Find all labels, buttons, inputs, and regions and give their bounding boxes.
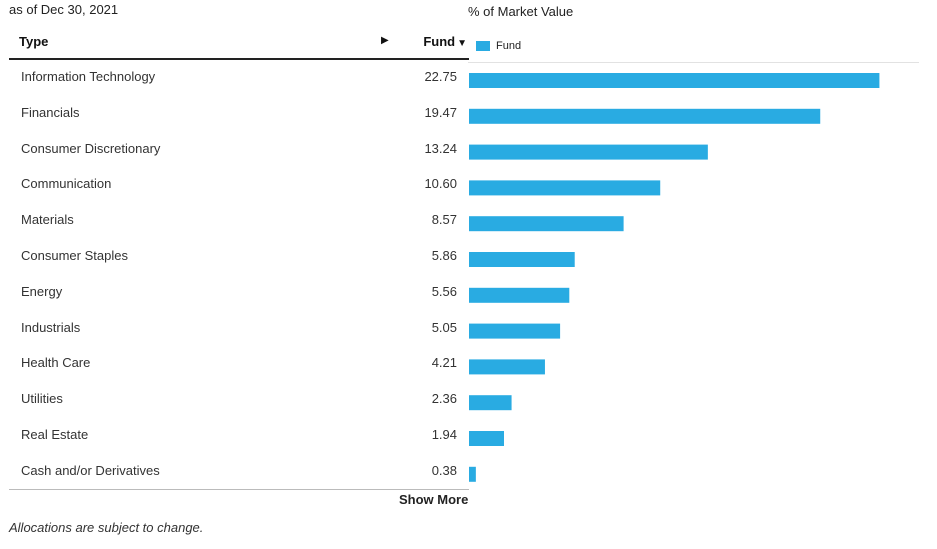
row-label: Energy xyxy=(21,283,63,299)
table-row: Information Technology 22.75 xyxy=(9,60,469,96)
table-row: Health Care 4.21 xyxy=(9,346,469,382)
table-row: Financials 19.47 xyxy=(9,96,469,132)
row-label: Financials xyxy=(21,104,80,120)
column-header-fund-label: Fund xyxy=(423,34,456,49)
footnote: Allocations are subject to change. xyxy=(9,520,204,535)
row-value: 10.60 xyxy=(424,176,457,192)
row-label: Consumer Staples xyxy=(21,247,128,263)
row-label: Consumer Discretionary xyxy=(21,140,161,156)
row-value: 1.94 xyxy=(431,426,457,442)
bar-consumer-discretionary[interactable] xyxy=(469,144,708,160)
table-row: Consumer Staples 5.86 xyxy=(9,239,469,275)
row-label: Information Technology xyxy=(21,69,156,84)
row-value: 19.47 xyxy=(424,104,457,120)
table-row: Communication 10.60 xyxy=(9,167,469,203)
row-label: Communication xyxy=(21,176,112,192)
row-label: Utilities xyxy=(21,391,63,407)
row-value: 13.24 xyxy=(424,140,457,156)
table-row: Industrials 5.05 xyxy=(9,311,469,347)
legend-label-fund: Fund xyxy=(496,40,522,52)
bar-information-technology[interactable] xyxy=(469,73,880,88)
bar-health-care[interactable] xyxy=(469,359,545,375)
table-header: Type ▶ Fund ▼ xyxy=(9,26,469,60)
legend-swatch xyxy=(476,41,490,51)
table-row: Real Estate 1.94 xyxy=(9,418,469,454)
row-value: 8.57 xyxy=(431,212,457,228)
table-row: Materials 8.57 xyxy=(9,203,469,239)
row-value: 5.56 xyxy=(431,283,457,299)
row-value: 22.75 xyxy=(424,69,457,84)
row-label: Cash and/or Derivatives xyxy=(21,462,160,478)
row-value: 5.86 xyxy=(431,247,457,263)
bar-industrials[interactable] xyxy=(469,323,561,339)
table-row: Cash and/or Derivatives 0.38 xyxy=(9,454,469,490)
chart-legend: Fund xyxy=(476,40,521,52)
bar-consumer-staples[interactable] xyxy=(469,252,575,267)
row-label: Real Estate xyxy=(21,426,89,442)
bar-real-estate[interactable] xyxy=(469,431,504,446)
bar-materials[interactable] xyxy=(469,216,624,232)
row-value: 5.05 xyxy=(431,319,457,335)
bar-communication[interactable] xyxy=(469,180,661,196)
table-row: Consumer Discretionary 13.24 xyxy=(9,132,469,168)
bar-chart xyxy=(469,73,880,482)
row-value: 2.36 xyxy=(431,391,457,407)
row-label: Industrials xyxy=(21,319,81,335)
row-value: 4.21 xyxy=(431,355,457,371)
triangle-right-icon[interactable]: ▶ xyxy=(381,35,389,46)
bar-cash-and-or-derivatives[interactable] xyxy=(469,466,476,482)
show-more-button[interactable]: Show More xyxy=(399,492,469,507)
bar-financials[interactable] xyxy=(469,108,821,124)
sort-down-icon[interactable]: ▼ xyxy=(457,38,467,49)
row-value: 0.38 xyxy=(431,462,457,478)
row-label: Health Care xyxy=(21,355,91,371)
chart-title: % of Market Value xyxy=(468,4,574,19)
row-label: Materials xyxy=(21,212,74,228)
chart-top-divider xyxy=(468,62,919,63)
bar-utilities[interactable] xyxy=(469,395,512,411)
table-bottom-divider xyxy=(9,489,469,490)
bar-energy[interactable] xyxy=(469,287,570,303)
column-header-fund[interactable]: Fund ▼ xyxy=(423,34,467,49)
as-of-date: as of Dec 30, 2021 xyxy=(9,2,119,17)
column-header-type[interactable]: Type xyxy=(19,34,49,49)
table-row: Utilities 2.36 xyxy=(9,382,469,418)
allocation-table: Type ▶ Fund ▼ Information Technology 22.75… xyxy=(9,26,469,490)
table-row: Energy 5.56 xyxy=(9,275,469,311)
table-body: Information Technology 22.75 Financials 19.… xyxy=(9,60,469,490)
